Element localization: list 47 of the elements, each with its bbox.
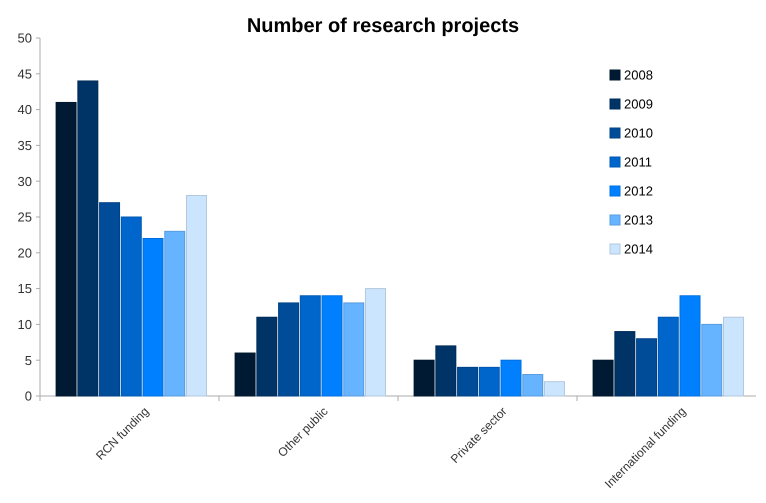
bar: [186, 195, 207, 396]
bar: [343, 302, 364, 396]
bar: [701, 324, 722, 396]
legend-label: 2010: [624, 126, 653, 141]
bar: [77, 80, 98, 396]
legend-label: 2012: [624, 184, 653, 199]
legend-label: 2009: [624, 96, 653, 112]
y-tick-label: 0: [24, 388, 32, 404]
chart-title: Number of research projects: [246, 15, 520, 37]
bar: [364, 288, 386, 396]
bar: [614, 331, 636, 396]
y-tick-label: 35: [18, 138, 32, 153]
legend-label: 2013: [624, 212, 653, 228]
y-tick-label: 25: [18, 210, 32, 225]
bar: [722, 316, 744, 396]
legend-label: 2011: [624, 154, 652, 170]
bar: [256, 316, 278, 396]
y-tick-label: 50: [18, 30, 32, 46]
y-tick-label: 20: [18, 245, 32, 260]
y-tick-label: 30: [18, 174, 32, 189]
y-tick-label: 40: [18, 102, 32, 118]
y-tick-label: 45: [18, 66, 32, 82]
y-tick-label: 10: [18, 316, 32, 332]
bar: [636, 338, 658, 396]
legend-label: 2008: [624, 68, 653, 83]
bar: [522, 374, 544, 396]
bar: [478, 366, 500, 396]
bar: [592, 360, 614, 396]
bar: [500, 360, 522, 396]
y-tick-label: 15: [18, 281, 32, 296]
bar: [300, 295, 321, 396]
y-tick-label: 5: [24, 352, 32, 368]
bar: [680, 295, 701, 396]
bar: [414, 360, 435, 396]
bar: [435, 345, 456, 396]
bar: [142, 238, 164, 396]
bar: [278, 302, 300, 396]
bar: [234, 352, 256, 396]
bar: [544, 381, 565, 396]
bar: [164, 230, 186, 396]
legend-label: 2014: [624, 242, 653, 257]
bar: [120, 216, 142, 396]
bar: [457, 366, 478, 396]
bar: [56, 102, 77, 396]
bar: [99, 202, 120, 396]
bar: [322, 295, 343, 396]
bar: [658, 316, 679, 396]
